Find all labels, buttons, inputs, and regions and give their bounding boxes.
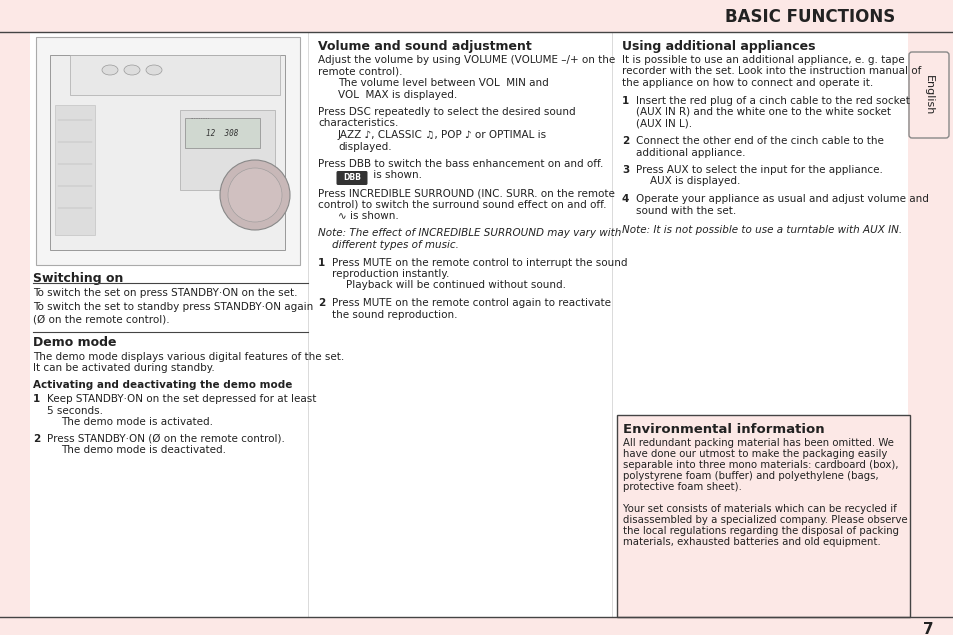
Text: Press INCREDIBLE SURROUND (INC. SURR. on the remote: Press INCREDIBLE SURROUND (INC. SURR. on… [317, 188, 615, 198]
Text: disassembled by a specialized company. Please observe: disassembled by a specialized company. P… [622, 515, 906, 525]
Bar [907, 0, 953, 635]
Text: DBB: DBB [343, 173, 360, 182]
Circle shape [220, 160, 290, 230]
FancyBboxPatch shape [336, 171, 367, 185]
Bar [0, 617, 953, 635]
Text: 1: 1 [33, 394, 40, 404]
Text: To switch the set on press STANDBY·ON on the set.: To switch the set on press STANDBY·ON on… [33, 288, 297, 298]
Text: The demo mode is deactivated.: The demo mode is deactivated. [61, 445, 226, 455]
Bar [36, 37, 299, 265]
Text: Volume and sound adjustment: Volume and sound adjustment [317, 40, 531, 53]
Text: (AUX IN R) and the white one to the white socket: (AUX IN R) and the white one to the whit… [636, 107, 890, 117]
Bar [617, 415, 909, 617]
Text: characteristics.: characteristics. [317, 119, 398, 128]
Text: Playback will be continued without sound.: Playback will be continued without sound… [346, 281, 565, 290]
Text: 1: 1 [317, 258, 325, 267]
Ellipse shape [124, 65, 140, 75]
Text: separable into three mono materials: cardboard (box),: separable into three mono materials: car… [622, 460, 898, 470]
Text: English: English [923, 75, 933, 115]
Text: the sound reproduction.: the sound reproduction. [332, 309, 457, 319]
Text: Note: The effect of INCREDIBLE SURROUND may vary with: Note: The effect of INCREDIBLE SURROUND … [317, 229, 620, 239]
Ellipse shape [102, 65, 118, 75]
Text: Activating and deactivating the demo mode: Activating and deactivating the demo mod… [33, 380, 292, 391]
FancyBboxPatch shape [908, 52, 948, 138]
Text: 2: 2 [317, 298, 325, 308]
Text: Demo mode: Demo mode [33, 337, 116, 349]
Text: Switching on: Switching on [33, 272, 123, 285]
Text: 2: 2 [621, 136, 629, 146]
Text: Note: It is not possible to use a turntable with AUX IN.: Note: It is not possible to use a turnta… [621, 225, 902, 235]
Text: Press DBB to switch the bass enhancement on and off.: Press DBB to switch the bass enhancement… [317, 159, 602, 169]
Text: 3: 3 [621, 165, 629, 175]
Text: AUX is displayed.: AUX is displayed. [649, 177, 740, 187]
Text: The demo mode is activated.: The demo mode is activated. [61, 417, 213, 427]
Bar [70, 55, 280, 95]
Text: Using additional appliances: Using additional appliances [621, 40, 815, 53]
Bar [55, 105, 95, 235]
Text: It is possible to use an additional appliance, e. g. tape: It is possible to use an additional appl… [621, 55, 903, 65]
Bar [185, 118, 260, 148]
Text: The demo mode displays various digital features of the set.: The demo mode displays various digital f… [33, 352, 344, 361]
Text: It can be activated during standby.: It can be activated during standby. [33, 363, 214, 373]
Text: Operate your appliance as usual and adjust volume and: Operate your appliance as usual and adju… [636, 194, 928, 204]
Text: Press STANDBY·ON (Ø on the remote control).: Press STANDBY·ON (Ø on the remote contro… [47, 434, 285, 443]
Text: reproduction instantly.: reproduction instantly. [332, 269, 449, 279]
Text: Press MUTE on the remote control again to reactivate: Press MUTE on the remote control again t… [332, 298, 610, 308]
Text: BASIC FUNCTIONS: BASIC FUNCTIONS [724, 8, 894, 26]
Text: control) to switch the surround sound effect on and off.: control) to switch the surround sound ef… [317, 199, 606, 210]
Text: Keep STANDBY·ON on the set depressed for at least: Keep STANDBY·ON on the set depressed for… [47, 394, 316, 404]
Text: To switch the set to standby press STANDBY·ON again: To switch the set to standby press STAND… [33, 302, 313, 312]
Text: All redundant packing material has been omitted. We: All redundant packing material has been … [622, 438, 893, 448]
Text: 2: 2 [33, 434, 40, 443]
Text: the appliance on how to connect and operate it.: the appliance on how to connect and oper… [621, 78, 872, 88]
Text: VOL  MAX is displayed.: VOL MAX is displayed. [337, 90, 456, 100]
Text: Environmental information: Environmental information [622, 423, 823, 436]
Text: 7: 7 [923, 622, 933, 635]
Text: Connect the other end of the cinch cable to the: Connect the other end of the cinch cable… [636, 136, 882, 146]
Text: Your set consists of materials which can be recycled if: Your set consists of materials which can… [622, 504, 896, 514]
Text: Insert the red plug of a cinch cable to the red socket: Insert the red plug of a cinch cable to … [636, 95, 909, 105]
Text: 4: 4 [621, 194, 629, 204]
Circle shape [228, 168, 282, 222]
Ellipse shape [146, 65, 162, 75]
Text: different types of music.: different types of music. [332, 240, 458, 250]
Text: The volume level between VOL  MIN and: The volume level between VOL MIN and [337, 78, 548, 88]
Text: JAZZ ♪, CLASSIC ♫, POP ♪ or OPTIMAL is: JAZZ ♪, CLASSIC ♫, POP ♪ or OPTIMAL is [337, 130, 547, 140]
Text: 12  308: 12 308 [206, 128, 238, 138]
Text: Press AUX to select the input for the appliance.: Press AUX to select the input for the ap… [636, 165, 882, 175]
Text: remote control).: remote control). [317, 67, 402, 76]
Text: polystyrene foam (buffer) and polyethylene (bags,: polystyrene foam (buffer) and polyethyle… [622, 471, 878, 481]
Text: (Ø on the remote control).: (Ø on the remote control). [33, 314, 170, 324]
Text: sound with the set.: sound with the set. [636, 206, 736, 215]
Text: ∿ is shown.: ∿ is shown. [337, 211, 398, 221]
Text: Adjust the volume by using VOLUME (VOLUME –/+ on the: Adjust the volume by using VOLUME (VOLUM… [317, 55, 615, 65]
Text: (AUX IN L).: (AUX IN L). [636, 119, 691, 128]
Text: ...........: ........... [190, 115, 209, 120]
Text: displayed.: displayed. [337, 142, 392, 152]
Text: Press MUTE on the remote control to interrupt the sound: Press MUTE on the remote control to inte… [332, 258, 627, 267]
Text: protective foam sheet).: protective foam sheet). [622, 482, 741, 492]
Text: 5 seconds.: 5 seconds. [47, 406, 103, 415]
Bar [0, 0, 953, 32]
Bar [50, 55, 285, 250]
Text: Press DSC repeatedly to select the desired sound: Press DSC repeatedly to select the desir… [317, 107, 575, 117]
Text: is shown.: is shown. [370, 171, 421, 180]
Text: 1: 1 [621, 95, 629, 105]
Text: the local regulations regarding the disposal of packing: the local regulations regarding the disp… [622, 526, 898, 536]
Text: materials, exhausted batteries and old equipment.: materials, exhausted batteries and old e… [622, 537, 880, 547]
Text: recorder with the set. Look into the instruction manual of: recorder with the set. Look into the ins… [621, 67, 921, 76]
Text: have done our utmost to make the packaging easily: have done our utmost to make the packagi… [622, 449, 886, 459]
Text: additional appliance.: additional appliance. [636, 147, 744, 157]
Bar [180, 110, 274, 190]
